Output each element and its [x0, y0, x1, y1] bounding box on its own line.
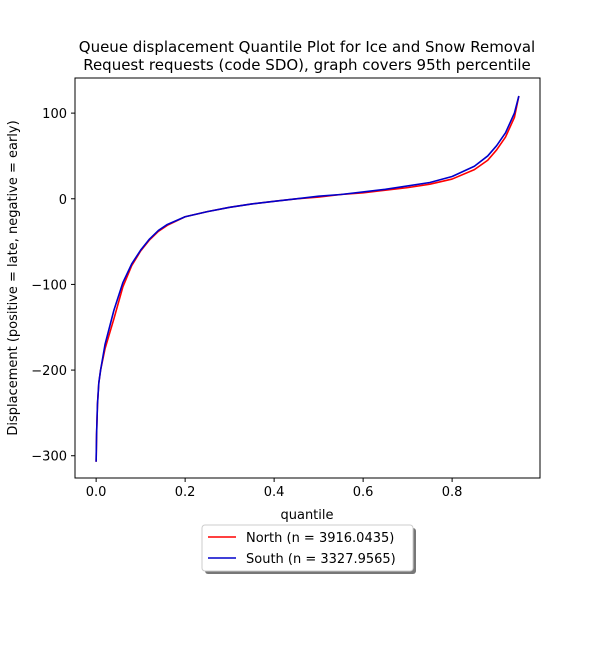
- legend-box: [201, 524, 414, 572]
- y-tick-label: −100: [31, 278, 67, 293]
- series-line-north: [95, 95, 520, 462]
- chart-title-line-1: Queue displacement Quantile Plot for Ice…: [79, 38, 535, 56]
- x-tick-label: 0.2: [175, 485, 196, 500]
- tick-layer: 0.0 0.2 0.4 0.6 0.8 −300 −200 −100 0 100: [31, 107, 462, 500]
- y-axis-label: Displacement (positive = late, negative …: [6, 120, 21, 435]
- x-tick-label: 0.4: [264, 485, 285, 500]
- x-tick-label: 0.8: [442, 485, 463, 500]
- y-tick-label: 100: [42, 107, 67, 122]
- y-tick-label: −300: [31, 450, 67, 465]
- y-tick-label: 0: [59, 193, 67, 208]
- x-axis-label: quantile: [280, 508, 333, 523]
- series-line-south: [95, 95, 520, 462]
- legend-label-north: North (n = 3916.0435): [246, 531, 394, 546]
- chart-title-line-2: Request requests (code SDO), graph cover…: [83, 56, 531, 74]
- plot-area-frame: [74, 77, 541, 479]
- y-tick-label: −200: [31, 364, 67, 379]
- legend: North (n = 3916.0435) South (n = 3327.95…: [201, 524, 416, 574]
- x-tick-label: 0.0: [86, 485, 107, 500]
- legend-label-south: South (n = 3327.9565): [246, 552, 396, 567]
- x-tick-label: 0.6: [353, 485, 374, 500]
- series-layer: [95, 95, 520, 462]
